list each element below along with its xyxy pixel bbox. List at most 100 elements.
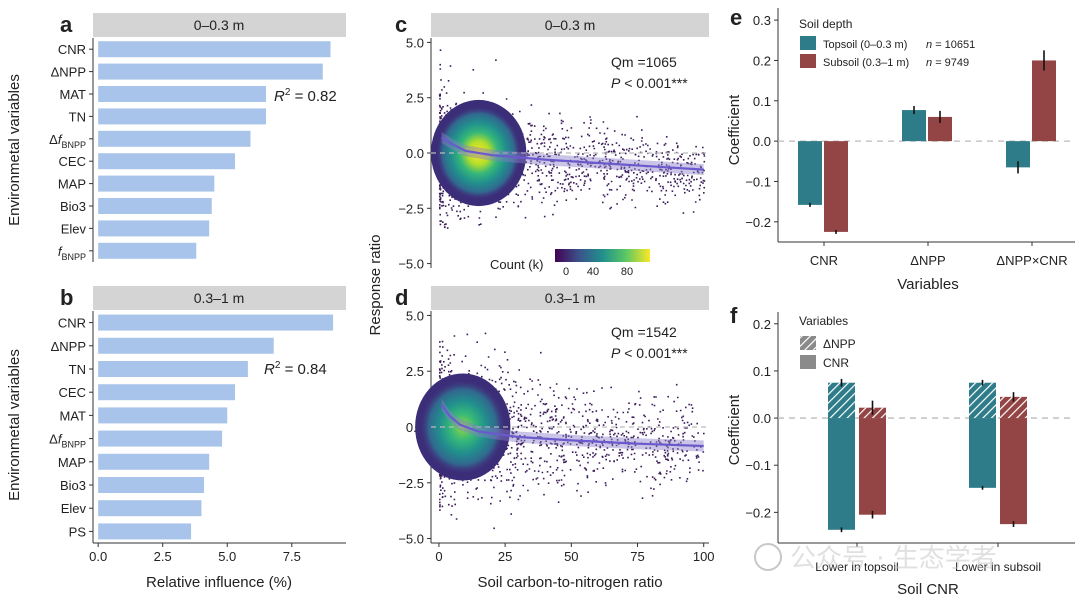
legend-e-swatch-topsoil	[800, 36, 816, 50]
x-axis-title-b: Relative influence (%)	[146, 574, 292, 591]
bar	[98, 314, 334, 331]
x-tick-label: 2.5	[154, 549, 172, 564]
panel-letter-d: d	[395, 285, 408, 310]
bar	[98, 407, 228, 424]
category-label: TN	[69, 362, 86, 377]
category-label: Elev	[61, 221, 87, 236]
bar	[798, 141, 822, 205]
y-tick-label: −0.1	[745, 174, 771, 189]
bar	[98, 361, 248, 377]
category-label: TN	[69, 109, 86, 124]
strip-d-label: 0.3–1 m	[545, 290, 596, 306]
y-tick-label: −2.5	[398, 476, 424, 491]
legend-f-swatch-dnpp-hatch	[800, 336, 816, 350]
legend-e-n-subsoil: n = 9749	[926, 57, 969, 69]
bar	[98, 108, 266, 125]
bar	[98, 523, 192, 540]
y-axis-title-a: Environmetal variables	[6, 74, 23, 226]
bar	[98, 86, 266, 102]
x-tick-label: 5.0	[218, 549, 236, 564]
y-tick-label: 0.3	[753, 13, 771, 28]
y-tick-label: −0.2	[745, 215, 771, 230]
panel-letter-a: a	[60, 12, 73, 37]
qm-annotation-d: Qm =1542	[611, 324, 677, 340]
y-tick-label: 0.0	[753, 411, 771, 426]
strip-b-label: 0.3–1 m	[194, 290, 245, 306]
bar	[969, 418, 996, 488]
bar	[98, 220, 210, 237]
x-tick-label: 25	[498, 549, 512, 564]
x-tick-label: CNR	[810, 253, 838, 268]
y-tick-label: 5.0	[406, 35, 424, 50]
panel-letter-f: f	[730, 303, 738, 328]
colorbar-tick-80: 80	[621, 266, 633, 278]
p-annotation-d: P < 0.001***	[611, 345, 688, 361]
legend-f-swatch-cnr	[800, 355, 816, 369]
fit-band	[441, 132, 704, 176]
strip-c-label: 0–0.3 m	[545, 17, 596, 33]
strip-a	[93, 13, 346, 37]
y-tick-label: 0.2	[753, 317, 771, 332]
category-label: Elev	[61, 501, 87, 516]
bar	[98, 384, 235, 401]
x-tick-label: 0	[435, 549, 442, 564]
bar	[98, 242, 197, 259]
x-axis-title-e: Variables	[897, 276, 958, 293]
bar	[902, 110, 926, 142]
coef-chart-e: −0.2 −0.1 0.0 0.1 0.2 0.3 CNR ΔNPP ΔNPP×CNR	[745, 8, 1075, 268]
r2-annotation-a: R2 = 0.82	[274, 87, 337, 105]
y-tick-label: 5.0	[406, 308, 424, 323]
bar-chart-a: CNR ΔNPP MAT TN ΔfBNPP CEC MAP Bio3 Elev fBNPP	[49, 38, 331, 262]
bar	[98, 41, 331, 58]
x-tick-label: 50	[564, 549, 578, 564]
category-label: fBNPP	[58, 244, 86, 262]
bar	[98, 430, 223, 447]
bar	[1032, 60, 1056, 142]
y-tick-label: 2.5	[406, 91, 424, 106]
x-tick-label: Lower in topsoil	[815, 560, 898, 574]
y-axis-title-f: Coefficient	[726, 394, 743, 465]
category-label: ΔfBNPP	[49, 132, 86, 150]
watermark: 公众号 · 生态学者	[754, 543, 997, 574]
category-label: ΔNPP	[51, 339, 86, 354]
y-tick-label: −5.0	[398, 532, 424, 547]
bar-hatch	[828, 382, 855, 419]
y-tick-label: 0.0	[753, 134, 771, 149]
y-tick-label: 0.1	[753, 364, 771, 379]
bar-chart-b: CNR ΔNPP TN CEC MAT ΔfBNPP MAP Bio3 Elev PS0.0 2.5…	[49, 311, 346, 564]
strip-d	[431, 286, 709, 310]
x-axis-title-f: Soil CNR	[897, 581, 959, 598]
bar	[98, 337, 274, 354]
bar	[98, 175, 215, 192]
x-axis-title-d: Soil carbon-to-nitrogen ratio	[477, 574, 662, 591]
y-tick-label: 0.0	[406, 146, 424, 161]
legend-f-label-dnpp: ΔNPP	[823, 337, 856, 351]
category-label: MAP	[58, 177, 86, 192]
y-axis-title-e: Coefficient	[726, 94, 743, 165]
x-tick-label: Lower in subsoil	[955, 560, 1041, 574]
bar	[98, 477, 205, 493]
panel-letter-b: b	[60, 285, 73, 310]
legend-f-title: Variables	[799, 314, 848, 328]
legend-e-label-subsoil: Subsoil (0.3–1 m)	[823, 57, 909, 69]
legend-e-swatch-subsoil	[800, 54, 816, 68]
category-label: CEC	[59, 385, 86, 400]
bar	[98, 153, 235, 170]
x-tick-label: ΔNPP	[910, 253, 945, 268]
bar	[98, 500, 202, 517]
strip-a-label: 0–0.3 m	[194, 17, 245, 33]
colorbar	[555, 249, 650, 262]
category-label: MAT	[60, 87, 87, 102]
category-label: MAT	[60, 408, 87, 423]
bar	[98, 453, 210, 470]
fit-line	[440, 404, 704, 448]
legend-e-label-topsoil: Topsoil (0–0.3 m)	[823, 39, 907, 51]
category-label: ΔfBNPP	[49, 432, 86, 450]
fit-line	[441, 136, 704, 171]
density-scatter-d: −5.0−2.50.02.55.00 25 50 75 100	[398, 308, 714, 564]
density-scatter-c: −5.0 −2.5 0.0 2.5 5.0	[398, 35, 709, 272]
category-label: Bio3	[60, 199, 86, 214]
y-axis-title-b: Environmetal variables	[6, 349, 23, 501]
category-label: MAP	[58, 455, 86, 470]
